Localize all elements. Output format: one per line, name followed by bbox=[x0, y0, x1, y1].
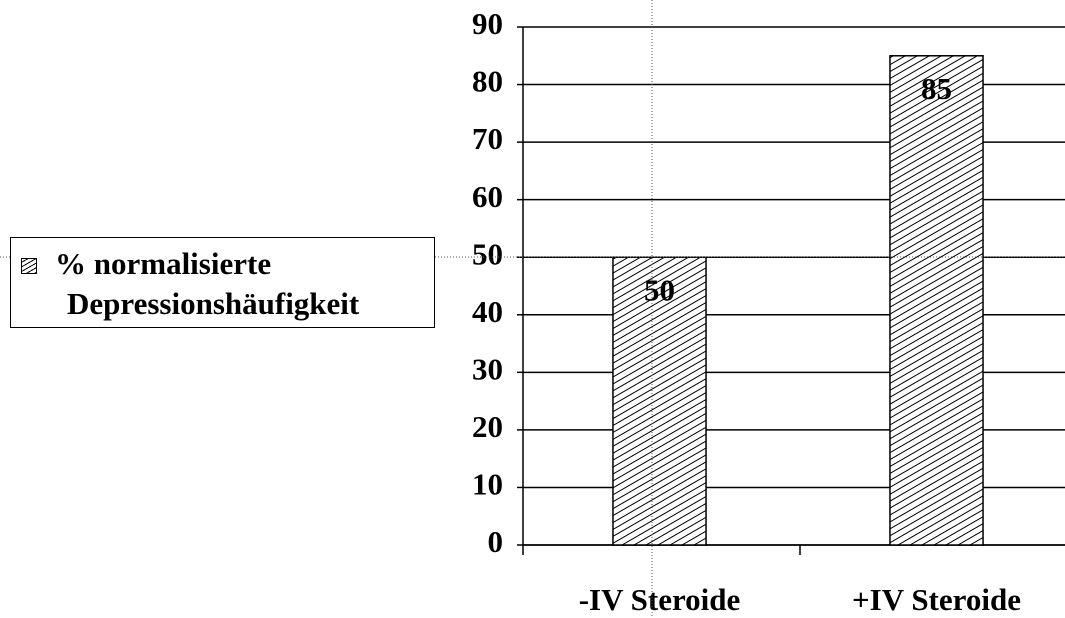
legend: % normalisierte Depressionshäufigkeit bbox=[10, 237, 435, 328]
legend-swatch bbox=[21, 258, 37, 274]
x-tick-label: -IV Steroide bbox=[579, 582, 741, 617]
y-tick-label: 10 bbox=[472, 467, 503, 502]
y-tick-label: 0 bbox=[488, 524, 504, 559]
y-tick-label: 70 bbox=[472, 121, 503, 156]
y-tick-label: 20 bbox=[472, 409, 503, 444]
data-label: 50 bbox=[644, 272, 675, 307]
data-label: 85 bbox=[921, 71, 952, 106]
x-tick-label: +IV Steroide bbox=[852, 582, 1021, 617]
bar bbox=[612, 256, 707, 546]
y-tick-label: 30 bbox=[472, 351, 503, 386]
bar bbox=[889, 55, 984, 546]
y-tick-label: 90 bbox=[472, 6, 503, 41]
y-tick-label: 80 bbox=[472, 64, 503, 99]
y-tick-label: 50 bbox=[472, 236, 503, 271]
y-tick-label: 40 bbox=[472, 294, 503, 329]
legend-label: % normalisierte Depressionshäufigkeit bbox=[55, 246, 360, 321]
y-tick-label: 60 bbox=[472, 179, 503, 214]
